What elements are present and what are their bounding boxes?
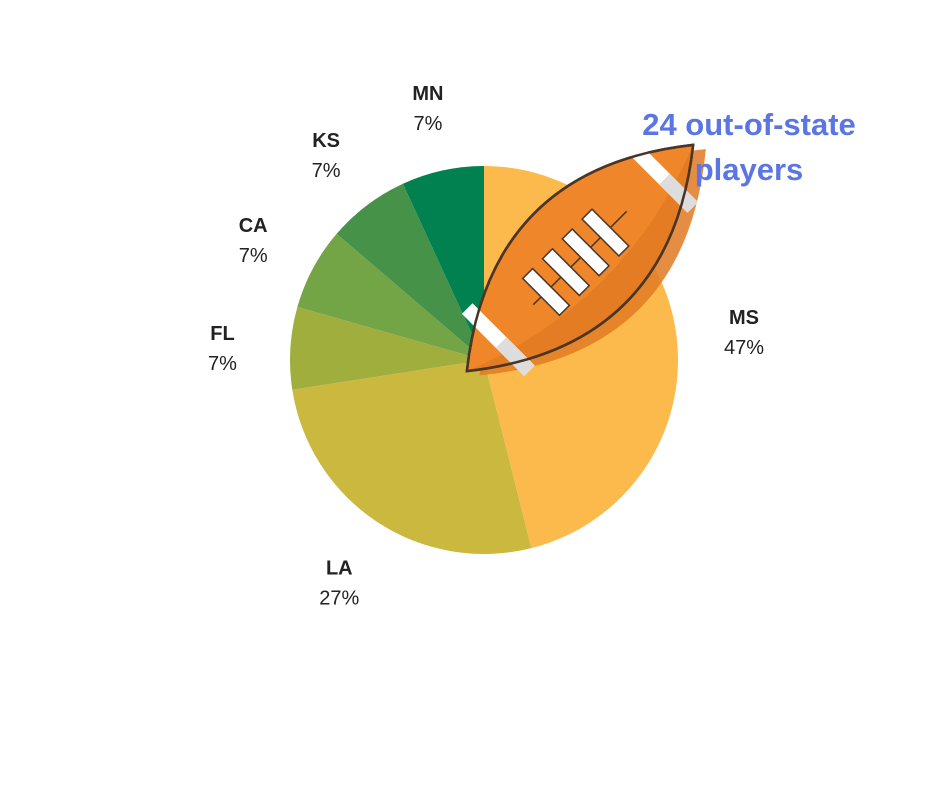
football-shade bbox=[466, 144, 694, 372]
pie-slice-ks bbox=[336, 183, 484, 360]
slice-value-ms: 47% bbox=[724, 337, 764, 359]
football-stripe-right-shade bbox=[659, 173, 699, 213]
annotation-line-1: 24 out-of-state bbox=[642, 107, 856, 142]
football-laces bbox=[521, 208, 630, 317]
slice-value-ca: 7% bbox=[239, 245, 268, 267]
slice-labels: MS 47% LA 27% FL 7% CA 7% KS 7% MN 7% bbox=[208, 83, 764, 609]
slice-value-fl: 7% bbox=[208, 353, 237, 375]
pie-slice-la bbox=[292, 360, 532, 555]
slice-label-ks: KS bbox=[312, 130, 340, 152]
pie-slice-fl bbox=[290, 306, 484, 390]
pie-slice-ca bbox=[297, 233, 484, 360]
pie-slice-mn bbox=[402, 166, 484, 360]
american-football-icon bbox=[461, 139, 706, 377]
football-stripe-left-shade bbox=[495, 337, 535, 377]
slice-value-mn: 7% bbox=[413, 113, 442, 135]
slice-label-fl: FL bbox=[210, 323, 234, 345]
slice-label-ms: MS bbox=[729, 307, 759, 329]
slice-label-mn: MN bbox=[412, 83, 443, 105]
slice-label-la: LA bbox=[326, 557, 353, 579]
slice-value-la: 27% bbox=[319, 587, 359, 609]
annotation-line-2: players bbox=[695, 152, 804, 187]
slice-label-ca: CA bbox=[239, 215, 268, 237]
slice-value-ks: 7% bbox=[312, 160, 341, 182]
